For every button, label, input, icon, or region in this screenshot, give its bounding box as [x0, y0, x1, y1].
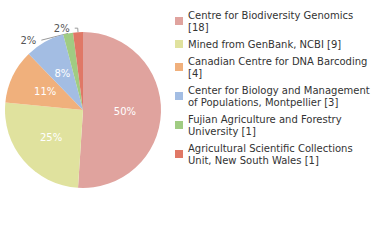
svg-text:11%: 11%: [34, 86, 56, 97]
svg-text:Agricultural Scientific Collec: Agricultural Scientific Collections: [188, 143, 356, 154]
svg-text:2%: 2%: [20, 35, 36, 46]
svg-text:Fujian Agriculture and Forestr: Fujian Agriculture and Forestry: [188, 114, 345, 125]
svg-text:Unit, New South Wales [1]: Unit, New South Wales [1]: [188, 155, 319, 166]
svg-text:[4]: [4]: [188, 68, 202, 79]
svg-text:2%: 2%: [54, 23, 70, 34]
svg-text:University [1]: University [1]: [188, 126, 256, 137]
svg-text:of Populations, Montpellier [3: of Populations, Montpellier [3]: [188, 97, 338, 108]
svg-text:25%: 25%: [40, 132, 62, 143]
svg-text:50%: 50%: [114, 106, 136, 117]
svg-text:Center for Biology and Managem: Center for Biology and Management: [188, 85, 373, 96]
svg-text:8%: 8%: [54, 68, 70, 79]
svg-text:Mined from GenBank, NCBI [9]: Mined from GenBank, NCBI [9]: [188, 39, 341, 50]
svg-text:Canadian Centre for DNA Barcod: Canadian Centre for DNA Barcoding: [188, 56, 371, 67]
svg-text:[18]: [18]: [188, 22, 209, 33]
svg-text:Centre for Biodiversity Genomi: Centre for Biodiversity Genomics: [188, 10, 356, 21]
